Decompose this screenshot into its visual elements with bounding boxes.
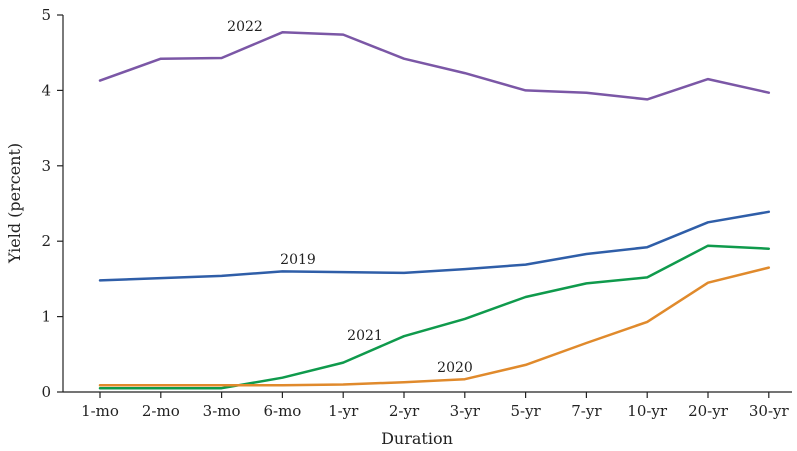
x-tick-label: 2-yr bbox=[389, 402, 420, 420]
y-tick-label: 2 bbox=[41, 232, 51, 250]
x-tick-label: 3-yr bbox=[450, 402, 481, 420]
x-tick-label: 5-yr bbox=[510, 402, 541, 420]
x-tick-label: 3-mo bbox=[203, 402, 241, 420]
series-labels: 2022 2019 2021 2020 bbox=[227, 19, 473, 376]
series-layer bbox=[98, 31, 771, 390]
series-label-2019: 2019 bbox=[280, 252, 316, 268]
y-tick-label: 1 bbox=[41, 308, 51, 326]
series-label-2021: 2021 bbox=[347, 328, 383, 344]
x-tick-label: 7-yr bbox=[571, 402, 602, 420]
y-tick-label: 4 bbox=[41, 81, 51, 99]
x-tick-label: 6-mo bbox=[263, 402, 301, 420]
x-tick-label: 1-mo bbox=[81, 402, 119, 420]
x-tick-label: 30-yr bbox=[749, 402, 790, 420]
series-label-2020: 2020 bbox=[437, 360, 473, 376]
x-tick-label: 1-yr bbox=[328, 402, 359, 420]
x-tick-label: 10-yr bbox=[627, 402, 668, 420]
series-line-2022 bbox=[98, 31, 771, 101]
x-axis: 1-mo 2-mo 3-mo 6-mo 1-yr 2-yr 3-yr 5-yr 7-yr 10-y… bbox=[63, 391, 792, 420]
series-line-2019 bbox=[98, 210, 771, 282]
x-tick-label: 2-mo bbox=[142, 402, 180, 420]
x-tick-label: 20-yr bbox=[688, 402, 729, 420]
y-axis: 0 1 2 3 4 5 bbox=[41, 6, 64, 401]
series-label-2022: 2022 bbox=[227, 19, 263, 35]
y-axis-title: Yield (percent) bbox=[5, 143, 24, 264]
y-tick-label: 5 bbox=[41, 6, 51, 24]
y-tick-label: 0 bbox=[41, 383, 51, 401]
series-line-2020 bbox=[98, 266, 771, 387]
y-tick-label: 3 bbox=[41, 157, 51, 175]
x-axis-title: Duration bbox=[381, 429, 453, 448]
series-line-2021 bbox=[98, 244, 771, 390]
